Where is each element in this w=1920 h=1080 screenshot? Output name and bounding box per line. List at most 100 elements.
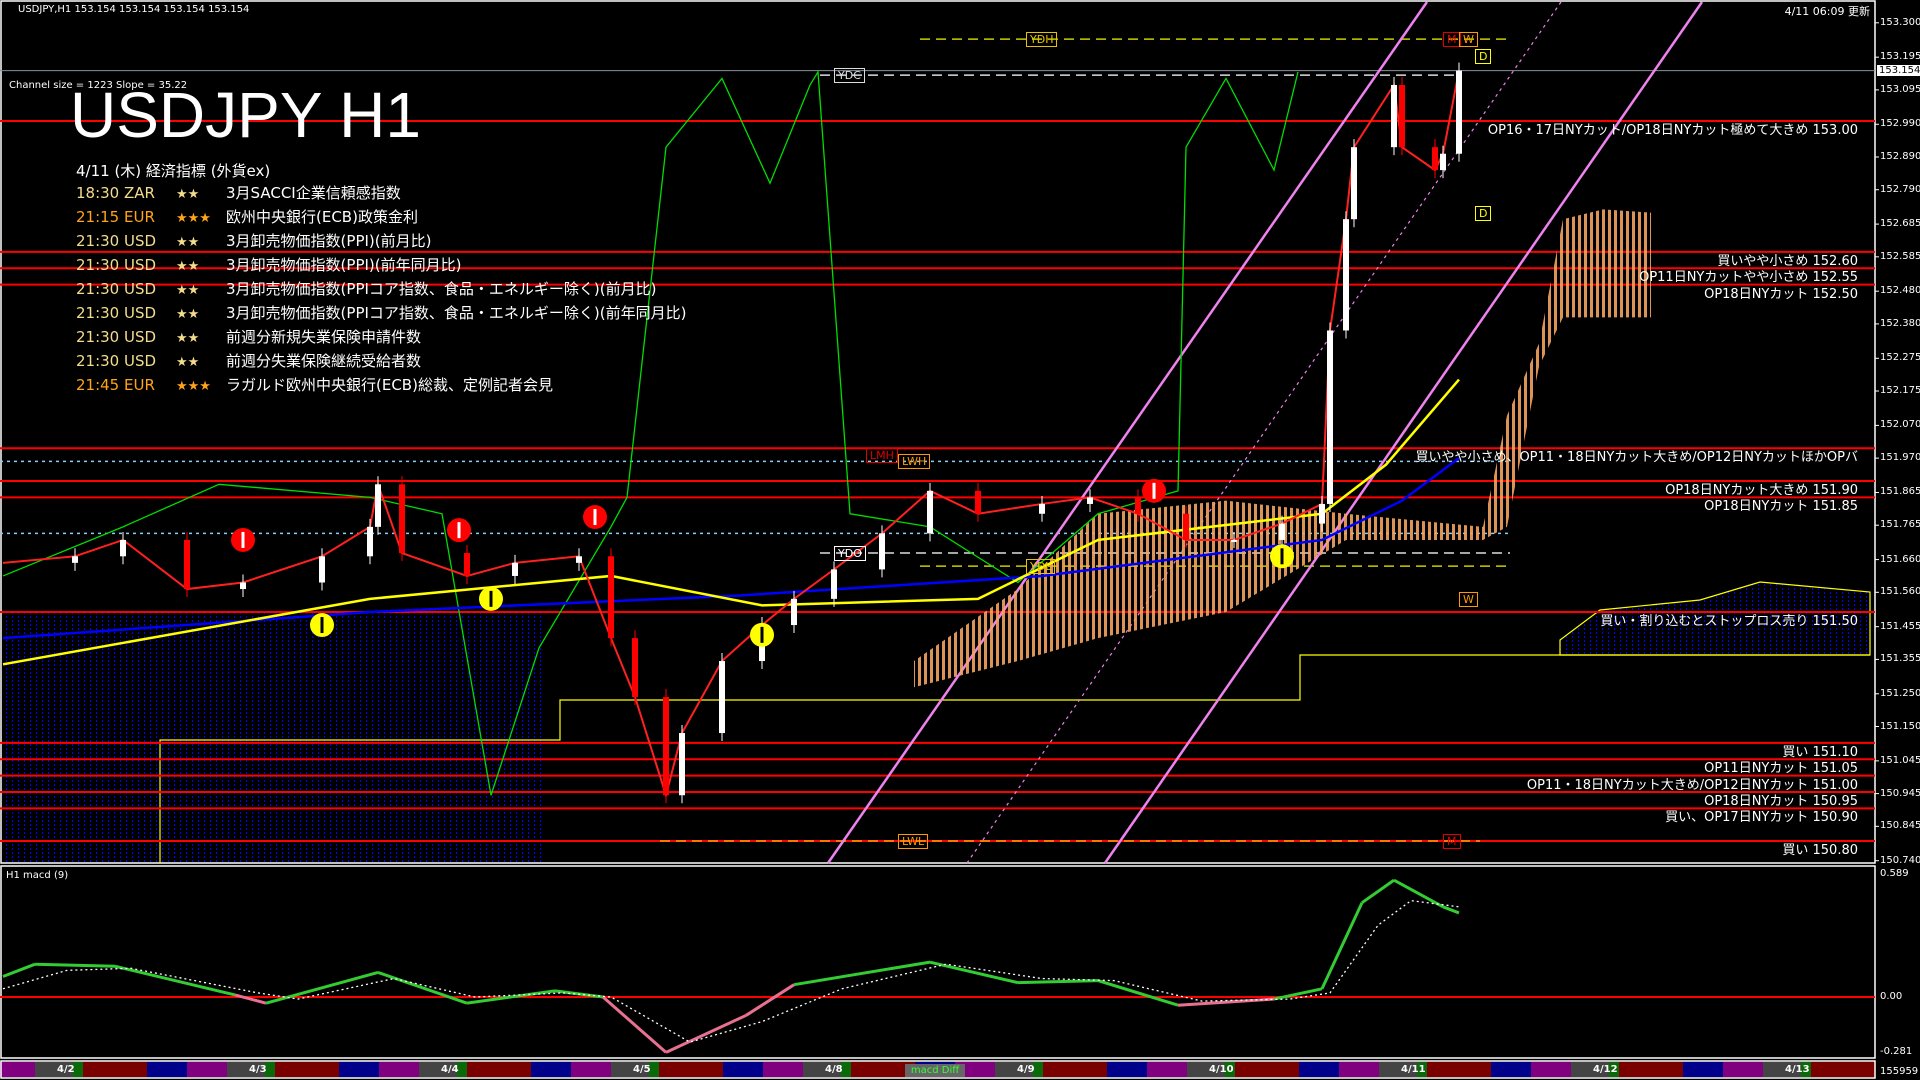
date-bar-segment [1043, 1062, 1107, 1077]
date-bar-segment [83, 1062, 147, 1077]
date-bar-segment [1379, 1062, 1417, 1077]
level-label: OP16・17日NYカット/OP18日NYカット極めて大きめ 153.00 [1487, 123, 1858, 138]
tag-d: D [1475, 48, 1492, 64]
event-time: 21:15 EUR [76, 208, 155, 226]
date-bar-segment [955, 1062, 995, 1077]
macd-segment [1097, 979, 1179, 1007]
date-label: 4/4 [441, 1064, 459, 1075]
date-bar-segment [995, 1062, 1033, 1077]
candle [719, 661, 725, 734]
event-row: 21:30 USD ★★ 前週分新規失業保険申請件数 [76, 325, 421, 349]
price-tick: 151.970 [1880, 452, 1920, 464]
candle [927, 490, 933, 534]
candle [1231, 539, 1237, 542]
macd-segment [929, 960, 1019, 985]
candle [632, 638, 638, 698]
event-stars: ★★ [176, 235, 200, 250]
date-bar-segment [1571, 1062, 1609, 1077]
date-bar-segment [379, 1062, 419, 1077]
event-time: 21:30 USD [76, 304, 157, 322]
level-label: 買いやや小さめ 152.60 [1717, 253, 1858, 269]
price-tick: 151.150 [1880, 720, 1920, 732]
event-stars: ★★ [176, 187, 200, 202]
tag-ydl: YDL [1026, 559, 1056, 575]
price-tick: 152.070 [1880, 419, 1920, 431]
tag-m: M [1443, 32, 1461, 48]
event-stars: ★★ [176, 355, 200, 370]
price-tick: 152.890 [1880, 151, 1920, 162]
channel-upper-line [1103, 1, 1704, 864]
macd-axis-zero: 0.00 [1880, 991, 1903, 1002]
candle [1456, 70, 1462, 154]
tag-ydo: YDO [834, 546, 866, 562]
tag-lwl: LWL [898, 834, 929, 850]
date-bar-segment [35, 1062, 73, 1077]
macd-segment [602, 995, 667, 1054]
date-bar-segment [1147, 1062, 1187, 1077]
event-row: 21:30 USD ★★ 前週分失業保険継続受給者数 [76, 349, 421, 373]
tag-lwh: LWH [898, 454, 931, 470]
price-tick: 153.195 [1880, 51, 1920, 63]
channel-mid-line [966, 1, 1562, 864]
chikou-line [2, 69, 1299, 796]
tag-w: W [1459, 32, 1478, 48]
price-tick: 152.275 [1880, 352, 1920, 364]
price-tick: 151.765 [1880, 519, 1920, 531]
event-stars: ★★ [176, 307, 200, 322]
candle [1343, 219, 1349, 331]
date-bar-segment [1491, 1062, 1531, 1077]
price-tick: 152.790 [1880, 183, 1920, 195]
candle [464, 553, 470, 576]
level-label: OP11日NYカットやや小さめ 152.55 [1639, 270, 1858, 286]
tag-d: D [1475, 205, 1492, 221]
event-name: ラガルド欧州中央銀行(ECB)総裁、定例記者会見 [226, 376, 553, 394]
macd-segment [265, 970, 379, 1005]
event-row: 21:30 USD ★★ 3月卸売物価指数(PPIコア指数、食品・エネルギー除く)(… [76, 277, 656, 301]
event-row: 21:45 EUR ★★★ ラガルド欧州中央銀行(ECB)総裁、定例記者会見 [76, 373, 553, 397]
price-tick: 152.685 [1880, 218, 1920, 230]
event-name: 3月SACCI企業信頼感指数 [226, 184, 401, 202]
tag-ydh: YDH [1026, 32, 1058, 48]
price-tick: 151.455 [1880, 620, 1920, 632]
date-bar-segment [275, 1062, 339, 1077]
candle [663, 697, 669, 796]
date-label: 4/8 [825, 1064, 843, 1075]
date-bar-segment [1609, 1062, 1619, 1077]
event-time: 18:30 ZAR [76, 184, 155, 202]
date-bar-segment [763, 1062, 803, 1077]
price-tick: 153.095 [1880, 83, 1920, 95]
macd-segment [377, 970, 468, 1005]
price-tick: 152.990 [1880, 118, 1920, 130]
candle [1279, 523, 1285, 540]
date-bar-segment [531, 1062, 571, 1077]
tag-lmh: LMH [866, 447, 898, 463]
price-tick: 151.560 [1880, 586, 1920, 598]
ma-long-line [2, 457, 1460, 640]
event-name: 前週分失業保険継続受給者数 [226, 352, 422, 370]
date-label: 4/3 [249, 1064, 267, 1075]
date-bar-segment [803, 1062, 841, 1077]
date-bar-segment [1339, 1062, 1379, 1077]
date-bar-segment [649, 1062, 659, 1077]
candle [240, 582, 246, 590]
event-time: 21:30 USD [76, 280, 157, 298]
macd-segment [793, 960, 931, 987]
date-label: 4/11 [1401, 1064, 1426, 1075]
macd-segment [665, 1014, 747, 1054]
candle [1440, 153, 1446, 171]
tag-ydc: YDC [834, 68, 865, 84]
candle [375, 484, 381, 527]
price-tick: 151.045 [1880, 754, 1920, 766]
candle [1391, 84, 1397, 148]
price-tick: 150.740 [1880, 854, 1920, 866]
past-cloud-hatch [3, 612, 543, 862]
date-bar-segment [1187, 1062, 1225, 1077]
event-time: 21:30 USD [76, 352, 157, 370]
macd-segment [466, 989, 556, 1005]
level-label: OP18日NYカット大きめ 151.90 [1665, 483, 1858, 499]
event-time: 21:30 USD [76, 328, 157, 346]
event-time: 21:30 USD [76, 256, 157, 274]
price-tick: 151.355 [1880, 653, 1920, 665]
candle [608, 556, 614, 639]
